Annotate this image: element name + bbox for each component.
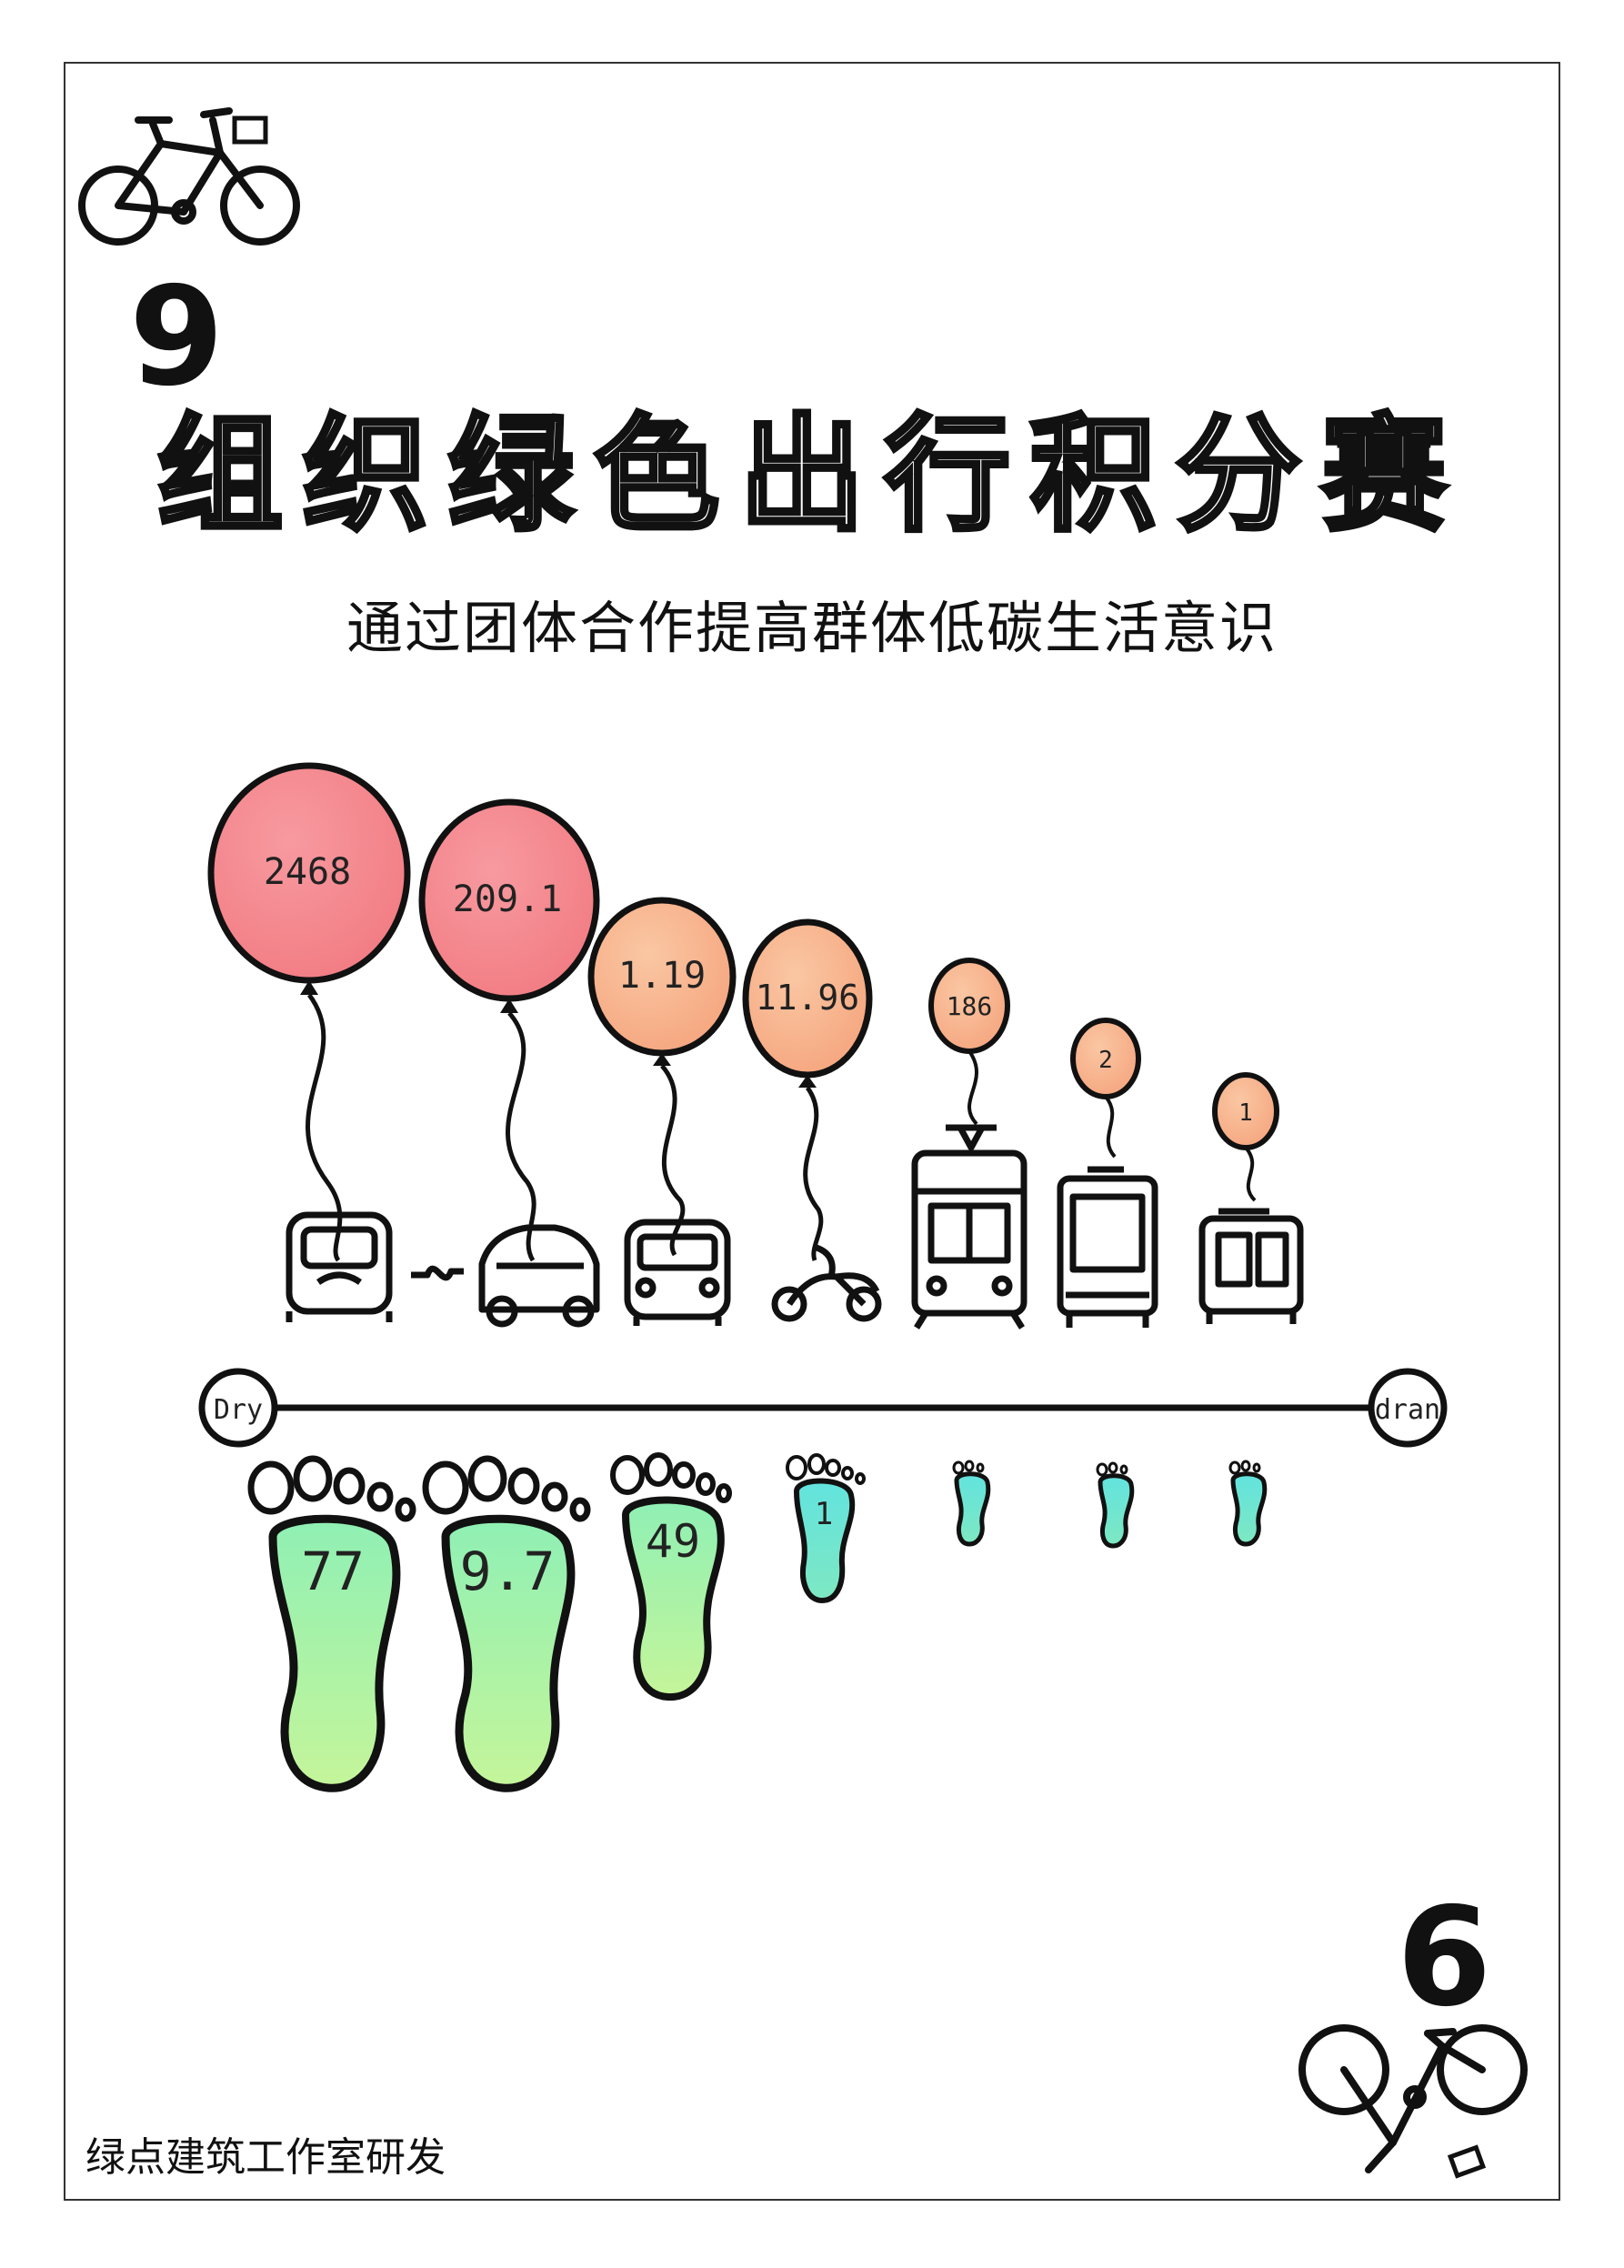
- balloon-label: 11.96: [756, 978, 859, 1018]
- balloon-label: 186: [947, 991, 993, 1021]
- card-title: 组织绿色出行积分赛: [155, 400, 1467, 551]
- balloon-4: 11.96: [742, 918, 873, 1261]
- balloon-1: 2468: [207, 762, 411, 1262]
- balloon-label: 2468: [264, 851, 351, 893]
- vehicle-1-icon: [286, 1211, 393, 1322]
- footprint-label: 9.7: [460, 1540, 556, 1602]
- card-subtitle: 通过团体合作提高群体低碳生活意识: [346, 595, 1278, 661]
- footprint-6: [1096, 1461, 1135, 1549]
- studio-credit: 绿点建筑工作室研发: [85, 2134, 446, 2181]
- balloon-label: 1: [1238, 1099, 1253, 1127]
- balloon-2: 209.1: [418, 798, 600, 1262]
- footprint-5: [952, 1460, 991, 1547]
- footprint-7: [1228, 1460, 1268, 1547]
- footprint-label: 1: [815, 1496, 833, 1532]
- footprint-label: 77: [301, 1540, 365, 1602]
- footprint-4: 1: [786, 1453, 866, 1604]
- footprint-1: 77: [247, 1455, 416, 1792]
- balloon-5: 186: [928, 958, 1010, 1126]
- timeline-end-node: [1368, 1368, 1448, 1448]
- bicycle-icon: [78, 107, 300, 246]
- balloon-label: 2: [1098, 1047, 1113, 1074]
- footprint-2: 9.7: [422, 1455, 591, 1792]
- timeline-start-node: [198, 1368, 278, 1448]
- vehicle-6-icon: [1057, 1166, 1158, 1328]
- vehicle-5-icon: [911, 1124, 1028, 1330]
- vehicle-7-icon: [1198, 1208, 1304, 1324]
- card-number-top: 9: [129, 258, 225, 416]
- timeline-start-label: Dry: [214, 1394, 263, 1426]
- footprint-label: 49: [646, 1515, 700, 1568]
- timeline-end-label: dran: [1375, 1394, 1440, 1426]
- balloon-label: 1.19: [618, 955, 706, 997]
- balloon-6: 2: [1070, 1018, 1141, 1159]
- balloon-label: 209.1: [453, 878, 562, 920]
- balloon-3: 1.19: [587, 897, 737, 1257]
- footprint-3: 49: [610, 1452, 732, 1701]
- vehicle-4-icon: [771, 1244, 882, 1322]
- balloon-7: 1: [1212, 1072, 1279, 1202]
- card-number-bottom: 6: [1397, 1879, 1492, 2037]
- vehicle-2-icon: [411, 1224, 600, 1328]
- vehicle-3-icon: [624, 1219, 731, 1326]
- bicycle-icon: [1298, 2024, 1528, 2179]
